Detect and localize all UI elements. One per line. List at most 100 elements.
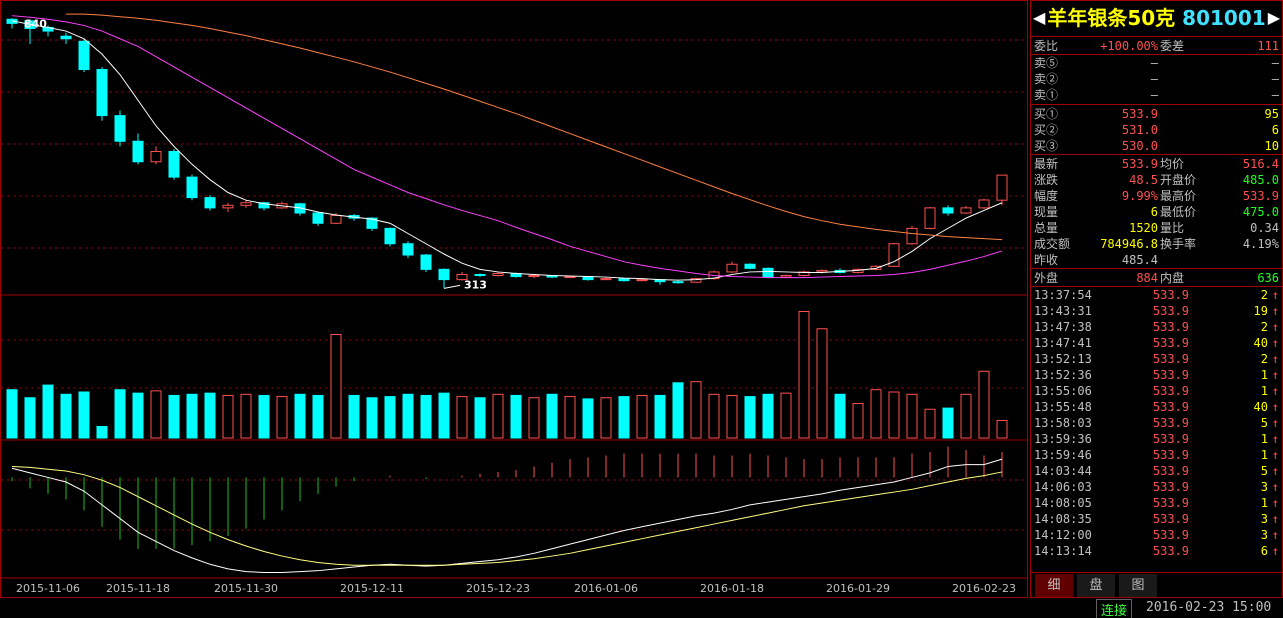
security-name: 羊年银条50克 [1047,6,1176,30]
volume-bar [528,397,540,439]
quote-cell: 14:08:05 [1034,496,1092,510]
quote-cell: 14:12:00 [1034,528,1092,542]
volume-bar [798,311,810,439]
quote-cell: 533.9 [1152,320,1189,334]
candle-body [996,174,1008,201]
candle-body [492,272,504,277]
candle-body [240,202,252,206]
quote-cell: 卖① [1034,88,1059,102]
quote-cell: 475.0 [1242,205,1279,219]
quote-row: 13:58:03 533.9 5 ↑ [1031,415,1282,431]
quote-cell: ↑ [1271,480,1279,494]
quote-cell: ↑ [1271,304,1279,318]
x-tick-label: 2015-11-18 [106,582,170,595]
quote-row: 成交额 784946.8 换手率 4.19% [1031,236,1282,252]
quote-cell: 111 [1257,39,1279,53]
quote-cell: 2 [1260,320,1268,334]
quote-cell: 13:47:41 [1034,336,1092,350]
volume-bar [186,393,198,439]
volume-bar [978,370,990,439]
quote-cell: 13:59:36 [1034,432,1092,446]
x-tick-label: 2015-11-06 [16,582,80,595]
volume-bar [258,394,270,439]
quote-cell: 533.9 [1152,416,1189,430]
moving-average-line [11,15,1003,279]
next-arrow[interactable]: ▶ [1267,8,1280,27]
quote-cell: 5 [1260,416,1268,430]
quote-row: 13:52:36 533.9 1 ↑ [1031,367,1282,383]
volume-bar [114,389,126,439]
quote-cell: 533.9 [1152,464,1189,478]
quote-row: 昨收 485.4 [1031,252,1282,268]
separator [1031,54,1282,55]
quote-cell: 6 [1271,123,1279,137]
candle-body [726,263,738,273]
candle-body [456,274,468,281]
candle-body [564,276,576,279]
volume-bar [330,334,342,439]
quote-cell: 533.9 [1152,336,1189,350]
quote-cell: 6 [1260,544,1268,558]
quote-cell: ↑ [1271,528,1279,542]
view-tab[interactable]: 细 [1035,574,1073,597]
quote-title: ◀ 羊年银条50克 801001 ▶ [1031,1,1282,35]
moving-average-line [66,13,1003,241]
volume-bar [996,420,1008,439]
candle-body [942,207,954,214]
quote-cell: 40 [1253,400,1268,414]
volume-bar [834,393,846,439]
quote-cell: 14:03:44 [1034,464,1092,478]
quote-row: 13:59:36 533.9 1 ↑ [1031,431,1282,447]
quote-cell: 2 [1260,288,1268,302]
volume-bar [906,393,918,439]
candle-body [384,227,396,245]
candle-body [618,278,630,282]
view-tab[interactable]: 图 [1119,574,1157,597]
volume-bar [708,393,720,439]
quote-row: 14:13:14 533.9 6 ↑ [1031,543,1282,559]
candle-body [402,243,414,256]
chart: 840 313 2015-11-06 2015-11-18 2015-11-30 2015… [0,0,1028,598]
quote-cell: ↑ [1271,448,1279,462]
candle-body [780,275,792,278]
quote-cell: 4.19% [1242,237,1279,251]
volume-bar [852,403,864,439]
quote-cell: 最新 [1034,157,1059,171]
volume-bar [42,384,54,439]
quote-row: 13:47:38 533.9 2 ↑ [1031,319,1282,335]
volume-bar [222,394,234,439]
quote-cell: 买② [1034,123,1059,137]
quote-cell: 636 [1257,271,1279,285]
quote-cell: 485.4 [1121,253,1158,267]
view-tab[interactable]: 盘 [1077,574,1115,597]
connection-status: 连接 [1096,599,1133,618]
quote-cell: ↑ [1271,336,1279,350]
candle-body [60,35,72,40]
volume-bar [762,393,774,439]
volume-bar [402,393,414,439]
volume-bar [6,389,18,439]
quote-row: 买② 531.0 6 [1031,122,1282,138]
x-tick-label: 2016-02-23 [952,582,1016,595]
candle-body [690,278,702,283]
quote-cell: 533.9 [1121,157,1158,171]
quote-cell: 外盘 [1034,271,1059,285]
quote-cell: ↑ [1271,352,1279,366]
high-label: 840 [24,17,47,30]
volume-bar [312,394,324,439]
prev-arrow[interactable]: ◀ [1033,8,1046,27]
quote-cell: ↑ [1271,416,1279,430]
volume-bar [888,391,900,439]
quote-cell: 884 [1136,271,1158,285]
quote-cell: 总量 [1034,221,1059,235]
volume-bar [384,396,396,439]
candle-body [78,40,90,70]
quote-row: 卖① — — [1031,87,1282,103]
volume-bar [654,394,666,439]
quote-cell: 48.5 [1129,173,1158,187]
candle-body [816,269,828,273]
volume-bar [24,397,36,439]
volume-bar [474,397,486,439]
separator [1031,286,1282,287]
